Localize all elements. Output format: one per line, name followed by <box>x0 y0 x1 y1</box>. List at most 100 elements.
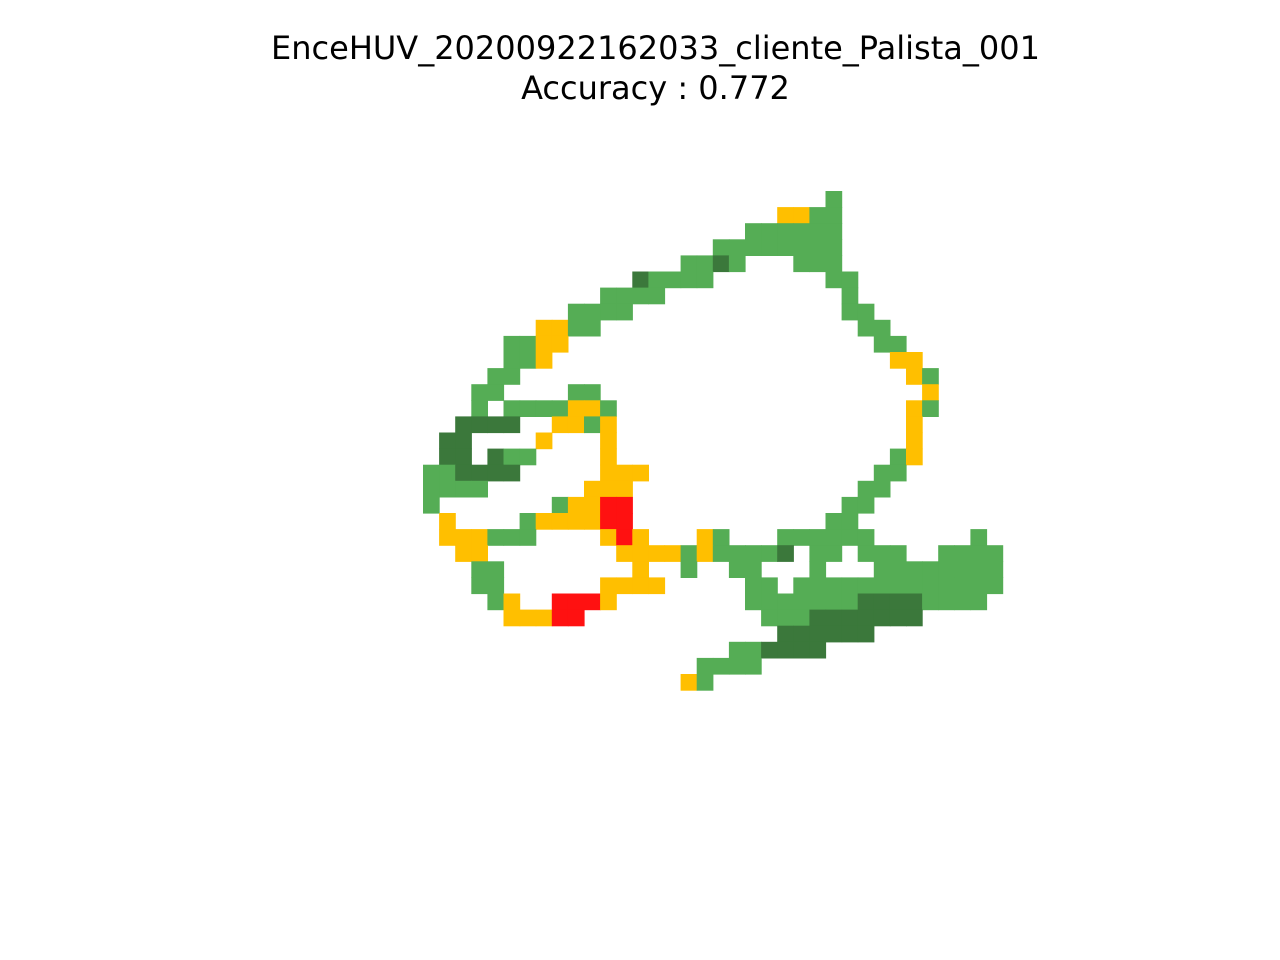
heatmap-cell <box>551 496 569 514</box>
heatmap-cell <box>841 513 859 530</box>
heatmap-cell <box>793 529 810 546</box>
heatmap-cell <box>809 207 827 224</box>
heatmap-cell <box>873 593 891 611</box>
heatmap-cell <box>761 609 778 627</box>
heatmap-cell <box>567 416 585 434</box>
heatmap-cell <box>857 609 875 627</box>
heatmap-cell <box>487 577 505 595</box>
heatmap-cell <box>487 529 505 546</box>
heatmap-cell <box>745 545 762 562</box>
heatmap-cell <box>551 416 569 434</box>
heatmap-cell <box>889 593 907 611</box>
heatmap-cell <box>584 480 601 498</box>
heatmap-cell <box>889 352 907 369</box>
heatmap-cell <box>503 416 521 434</box>
heatmap-cell <box>567 303 585 321</box>
heatmap-cell <box>857 593 875 611</box>
heatmap-cell <box>487 593 505 611</box>
heatmap-cell <box>632 529 649 546</box>
heatmap-cell <box>648 287 666 305</box>
heatmap-cell <box>535 513 553 530</box>
heatmap-cell <box>616 480 633 498</box>
heatmap-cell <box>857 496 875 514</box>
heatmap-cell <box>471 416 488 434</box>
heatmap-cell <box>954 593 971 611</box>
heatmap-cell <box>728 239 746 256</box>
heatmap-cell <box>600 513 617 530</box>
heatmap-cell <box>906 609 923 627</box>
heatmap-cell <box>906 432 923 450</box>
heatmap-cell <box>761 641 778 659</box>
heatmap-cell <box>519 513 537 530</box>
heatmap-cell <box>648 545 666 562</box>
heatmap-cell <box>584 416 601 434</box>
heatmap-cell <box>970 529 988 546</box>
heatmap-cell <box>873 609 891 627</box>
heatmap-cell <box>423 464 440 482</box>
heatmap-cell <box>503 335 521 353</box>
heatmap-cell <box>616 577 633 595</box>
heatmap-cell <box>841 529 859 546</box>
heatmap-cell <box>567 609 585 627</box>
heatmap-cell <box>519 529 537 546</box>
heatmap-cell <box>761 223 778 240</box>
heatmap-cell <box>567 513 585 530</box>
heatmap-cell <box>600 529 617 546</box>
heatmap-cell <box>825 207 843 224</box>
heatmap-cell <box>535 609 553 627</box>
heatmap-cell <box>551 593 569 611</box>
heatmap-cell <box>439 432 456 450</box>
heatmap-cell <box>986 545 1004 562</box>
heatmap-cell <box>696 674 714 691</box>
heatmap-cell <box>873 577 891 595</box>
heatmap-cell <box>696 657 714 675</box>
heatmap-cell <box>825 513 843 530</box>
heatmap-cell <box>986 561 1004 578</box>
heatmap-cell <box>519 335 537 353</box>
heatmap-cell <box>471 384 488 401</box>
heatmap-cell <box>471 400 488 417</box>
heatmap-cell <box>938 577 955 595</box>
heatmap-cell <box>423 480 440 498</box>
heatmap-cell <box>954 561 971 578</box>
heatmap-cell <box>825 593 843 611</box>
heatmap-cell <box>793 641 810 659</box>
heatmap-cell <box>616 303 633 321</box>
heatmap-cell <box>535 400 553 417</box>
heatmap-cell <box>970 561 988 578</box>
heatmap-cell <box>439 513 456 530</box>
heatmap-cell <box>873 561 891 578</box>
heatmap-cell <box>535 432 553 450</box>
heatmap-cell <box>825 609 843 627</box>
chart-title: EnceHUV_20200922162033_cliente_Palista_0… <box>0 28 1280 108</box>
heatmap-cell <box>809 625 827 643</box>
accuracy-label: Accuracy : <box>521 69 699 107</box>
heatmap-cell <box>922 593 939 611</box>
heatmap-cell <box>551 609 569 627</box>
chart-title-line: EnceHUV_20200922162033_cliente_Palista_0… <box>271 29 1040 67</box>
heatmap-cell <box>648 271 666 289</box>
heatmap-cell <box>584 319 601 337</box>
heatmap-cell <box>970 545 988 562</box>
heatmap-cell <box>519 609 537 627</box>
heatmap-cell <box>761 577 778 595</box>
heatmap-cell <box>455 432 472 450</box>
heatmap-cell <box>487 561 505 578</box>
heatmap-cell <box>745 657 762 675</box>
heatmap-cell <box>455 545 472 562</box>
heatmap-cell <box>777 593 794 611</box>
heatmap-cell <box>632 545 649 562</box>
heatmap-cell <box>745 223 762 240</box>
heatmap-cell <box>680 545 698 562</box>
heatmap-cell <box>680 674 698 691</box>
heatmap-cell <box>922 368 939 385</box>
heatmap-cell <box>584 384 601 401</box>
heatmap-cell <box>906 561 923 578</box>
heatmap-cell <box>455 529 472 546</box>
heatmap-cell <box>600 303 617 321</box>
heatmap-cell <box>600 448 617 466</box>
heatmap-cell <box>793 255 810 273</box>
heatmap-cell <box>889 464 907 482</box>
heatmap-cell <box>841 496 859 514</box>
